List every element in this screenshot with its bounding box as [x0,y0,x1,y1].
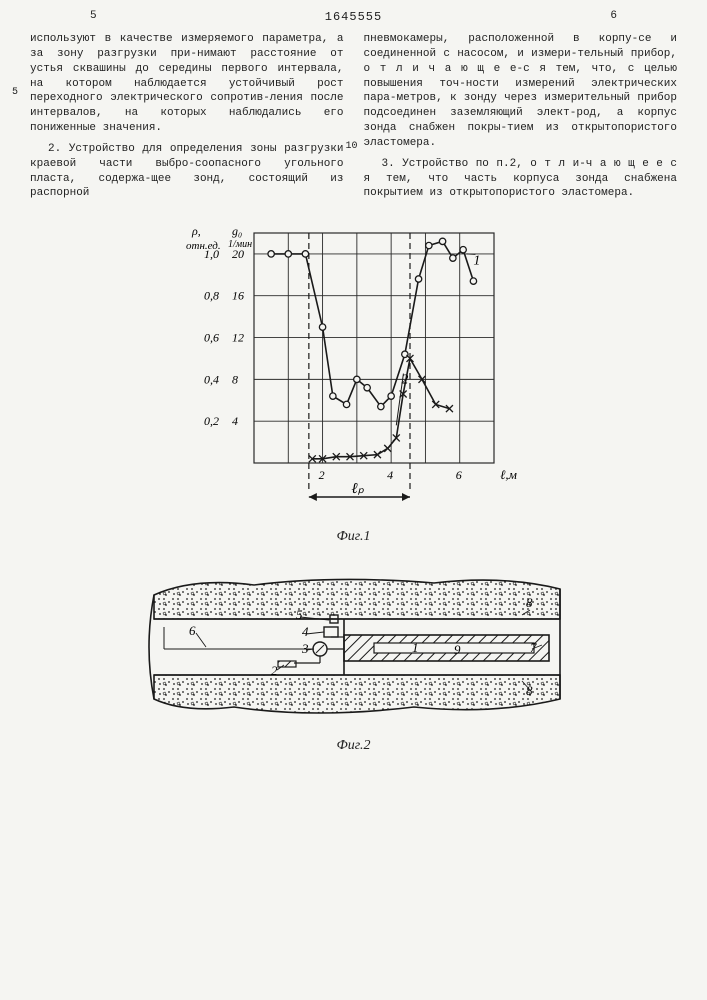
page-num-right: 6 [610,10,617,24]
figure-1-label: Фиг.1 [30,529,677,545]
svg-text:1: 1 [473,254,480,269]
left-para-2: 2. Устройство для определения зоны разгр… [30,142,344,201]
svg-text:g₀: g₀ [232,224,242,238]
svg-text:5: 5 [296,607,303,622]
svg-text:0,8: 0,8 [204,289,219,303]
svg-text:0,6: 0,6 [204,331,219,345]
line-marker-5: 5 [12,86,18,100]
figure-2-label: Фиг.2 [30,738,677,754]
svg-text:16: 16 [232,289,244,303]
svg-text:ℓ,м: ℓ,м [500,467,517,482]
right-column: 10 пневмокамеры, расположенной в корпу-с… [364,32,678,201]
svg-text:8: 8 [526,595,533,610]
page-num-left: 5 [90,10,97,24]
svg-text:4: 4 [232,414,238,428]
svg-text:4: 4 [387,468,393,482]
svg-text:ℓₚ: ℓₚ [351,481,364,497]
svg-text:ρ,: ρ, [191,224,201,238]
left-column: 5 используют в качестве измеряемого пара… [30,32,344,201]
right-para-3: 3. Устройство по п.2, о т л и-ч а ю щ е … [364,157,678,202]
svg-text:2: 2 [271,663,278,678]
left-para-1: используют в качестве измеряемого параме… [30,33,344,134]
svg-text:8: 8 [526,683,533,698]
svg-text:6: 6 [455,468,461,482]
svg-text:0,4: 0,4 [204,373,219,387]
svg-text:4: 4 [302,624,309,639]
figure-1-chart: 0,20,40,60,81,048121620246ρ,отн.ед.g₀1/м… [184,213,524,523]
svg-text:отн.ед.: отн.ед. [186,240,221,252]
figure-2-diagram: 5463219788 [134,557,574,732]
svg-text:8: 8 [232,373,238,387]
svg-text:6: 6 [189,623,196,638]
right-para-1: пневмокамеры, расположенной в корпу-се и… [364,33,678,149]
svg-text:0,2: 0,2 [204,414,219,428]
svg-text:1: 1 [412,640,419,655]
svg-text:1/мин: 1/мин [228,239,252,250]
svg-text:3: 3 [301,641,309,656]
line-marker-10: 10 [346,140,358,154]
svg-text:12: 12 [232,331,244,345]
patent-number: 1645555 [325,10,382,24]
svg-text:9: 9 [454,642,461,657]
svg-text:2: 2 [318,468,324,482]
